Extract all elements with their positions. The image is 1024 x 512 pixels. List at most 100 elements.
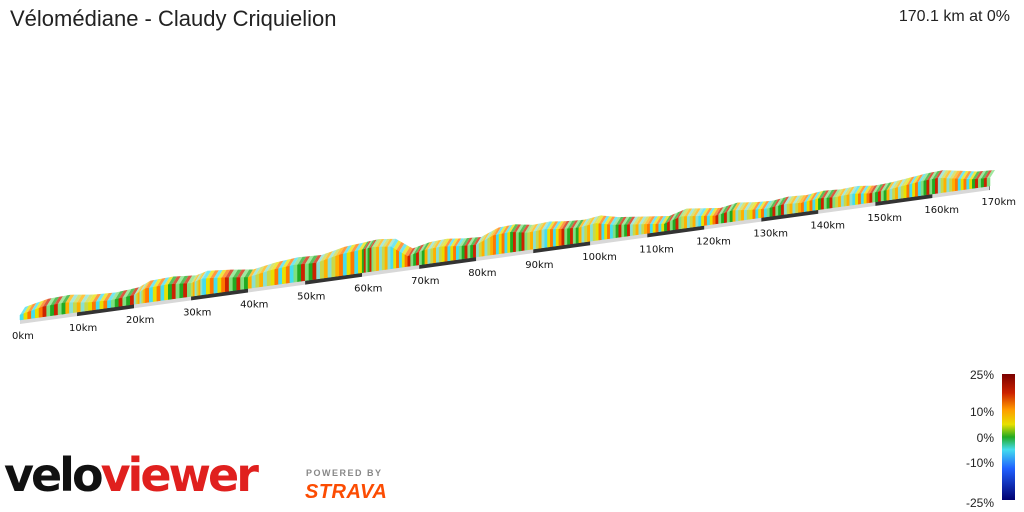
profile-slice-top — [958, 170, 966, 180]
profile-slice-top — [141, 281, 149, 291]
profile-slice-top — [929, 171, 938, 180]
profile-slice — [390, 246, 394, 270]
profile-slice-top — [695, 208, 704, 217]
profile-slice-top — [200, 270, 208, 280]
profile-slice — [363, 248, 367, 273]
baseline-segment — [20, 312, 78, 324]
legend-label-25: 25% — [969, 368, 994, 382]
profile-slice — [430, 248, 434, 264]
profile-slice-top — [963, 171, 972, 180]
profile-slice — [335, 254, 340, 277]
profile-slice-top — [130, 287, 140, 297]
profile-slice-top — [191, 274, 198, 284]
profile-slice — [410, 253, 414, 267]
profile-slice-top — [724, 204, 733, 214]
profile-slice — [590, 223, 594, 242]
profile-slice — [835, 196, 839, 208]
profile-slice-top — [869, 185, 878, 194]
profile-slice — [304, 263, 310, 281]
profile-slice — [912, 182, 916, 198]
profile-slice-top — [145, 279, 155, 289]
profile-slice-top — [350, 243, 360, 253]
profile-slice-top — [701, 208, 710, 217]
profile-slice-top — [610, 216, 619, 226]
profile-slice — [761, 208, 765, 218]
profile-slice — [920, 180, 925, 196]
km-tick-label: 90km — [525, 260, 553, 271]
profile-slice — [274, 268, 279, 286]
profile-slice — [301, 263, 306, 282]
profile-slice — [886, 189, 890, 201]
profile-slice — [263, 271, 268, 287]
profile-slice-top — [923, 172, 932, 181]
profile-slice-top — [664, 214, 673, 224]
profile-slice-top — [54, 296, 64, 305]
profile-slice — [638, 224, 642, 235]
profile-slice — [701, 215, 705, 227]
profile-slice-top — [889, 180, 898, 190]
profile-slice — [798, 202, 802, 213]
profile-slice — [812, 199, 816, 211]
profile-slice-top — [453, 238, 462, 247]
profile-slice-top — [767, 200, 775, 209]
legend-label-minus25: -25% — [965, 496, 994, 510]
profile-slice-top — [153, 278, 162, 288]
profile-slice — [840, 195, 845, 207]
profile-slice — [632, 224, 637, 236]
profile-slice — [194, 280, 198, 297]
profile-slice — [578, 226, 582, 244]
legend-label-0: 0% — [976, 431, 994, 445]
profile-slice-top — [518, 224, 527, 233]
profile-slice — [609, 224, 614, 239]
profile-slice-top — [427, 240, 436, 250]
profile-slice-top — [135, 285, 143, 295]
profile-slice-top — [881, 182, 889, 192]
profile-slice — [724, 211, 728, 223]
profile-slice-top — [524, 224, 533, 233]
profile-slice — [160, 284, 165, 301]
profile-slice — [726, 211, 731, 223]
profile-slice — [433, 247, 437, 264]
profile-slice — [270, 269, 275, 286]
profile-slice-top — [769, 199, 778, 209]
profile-slice-top — [618, 216, 627, 225]
profile-slice-top — [77, 294, 86, 303]
profile-slice-top — [126, 288, 136, 297]
profile-slice — [196, 279, 199, 296]
profile-slice — [266, 269, 272, 287]
profile-slice — [327, 257, 332, 278]
profile-slice — [407, 255, 411, 267]
profile-slice — [906, 184, 910, 198]
profile-slice — [453, 246, 457, 261]
profile-slice-top — [593, 215, 601, 225]
profile-slice-top — [795, 195, 804, 204]
profile-slice — [866, 193, 870, 204]
profile-slice-top — [99, 293, 109, 302]
profile-slice — [95, 301, 101, 310]
profile-slice-top — [901, 177, 909, 187]
profile-slice-top — [866, 185, 875, 194]
profile-slice-top — [690, 208, 698, 217]
profile-slice-top — [826, 189, 835, 199]
legend-label-10: 10% — [969, 405, 994, 419]
profile-slice-top — [343, 245, 352, 255]
profile-slice-top — [107, 292, 117, 301]
profile-slice-top — [806, 192, 815, 202]
profile-slice — [342, 252, 348, 276]
profile-slice — [535, 230, 540, 249]
profile-slice-top — [229, 269, 238, 278]
profile-slice — [225, 277, 230, 292]
profile-slice-top — [232, 269, 242, 278]
profile-slice — [675, 217, 679, 230]
profile-slice-top — [938, 170, 946, 179]
profile-slice-top — [829, 189, 838, 198]
profile-slice — [110, 299, 116, 308]
profile-slice — [541, 229, 545, 249]
profile-slice-top — [732, 202, 741, 211]
profile-slice-top — [527, 224, 536, 233]
profile-slice — [371, 246, 374, 272]
profile-slice — [547, 229, 551, 248]
profile-slice-top — [978, 170, 987, 179]
profile-slice — [538, 229, 543, 249]
profile-slice — [772, 206, 776, 217]
